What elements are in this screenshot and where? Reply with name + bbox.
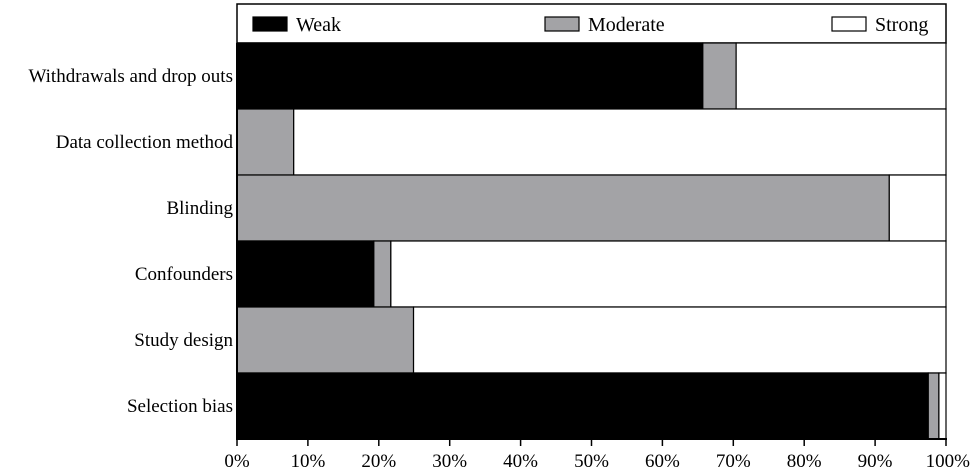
x-tick-label: 100% [926,451,971,472]
category-label: Blinding [166,198,233,219]
bar-segment-moderate [236,108,295,176]
legend-label-weak: Weak [296,14,341,36]
legend-swatch-moderate [544,16,580,32]
x-tick-label: 20% [361,451,396,472]
bar-segment-strong [412,306,947,374]
bar-segment-weak [236,372,929,440]
x-tick-label: 70% [716,451,751,472]
x-tick-label: 60% [645,451,680,472]
bar-segment-moderate [702,42,737,110]
x-tick-label: 30% [432,451,467,472]
bar-segment-strong [888,174,947,242]
x-tick-label: 10% [290,451,325,472]
legend-swatch-strong [831,16,867,32]
x-tick-label: 90% [858,451,893,472]
category-label: Confounders [135,264,233,285]
bar-segment-strong [390,240,947,308]
bar-segment-weak [236,240,375,308]
bar-segment-strong [293,108,947,176]
bar-segment-strong [938,372,947,440]
bar-segment-moderate [236,174,890,242]
x-tick-label: 80% [787,451,822,472]
bars [236,42,947,440]
legend-box [236,3,947,44]
x-tick-label: 40% [503,451,538,472]
legend: Weak Moderate Strong [236,3,947,44]
bar-segment-moderate [373,240,392,308]
x-tick-label: 0% [224,451,250,472]
category-label: Withdrawals and drop outs [28,66,233,87]
bar-segment-weak [236,42,704,110]
axes [236,43,947,446]
x-tick-label: 50% [574,451,609,472]
bar-segment-moderate [236,306,415,374]
x-tick-labels: 0% 10% 20% 30% 40% 50% 60% 70% 80% 90% 100% [224,451,970,472]
category-label: Selection bias [127,396,233,417]
category-label: Study design [134,330,233,351]
category-label: Data collection method [56,132,234,153]
legend-label-strong: Strong [875,14,928,36]
bar-segment-moderate [927,372,940,440]
legend-swatch-weak [252,16,288,32]
legend-label-moderate: Moderate [588,14,665,36]
bar-segment-strong [735,42,947,110]
category-labels: Withdrawals and drop outs Data collection… [28,66,233,417]
